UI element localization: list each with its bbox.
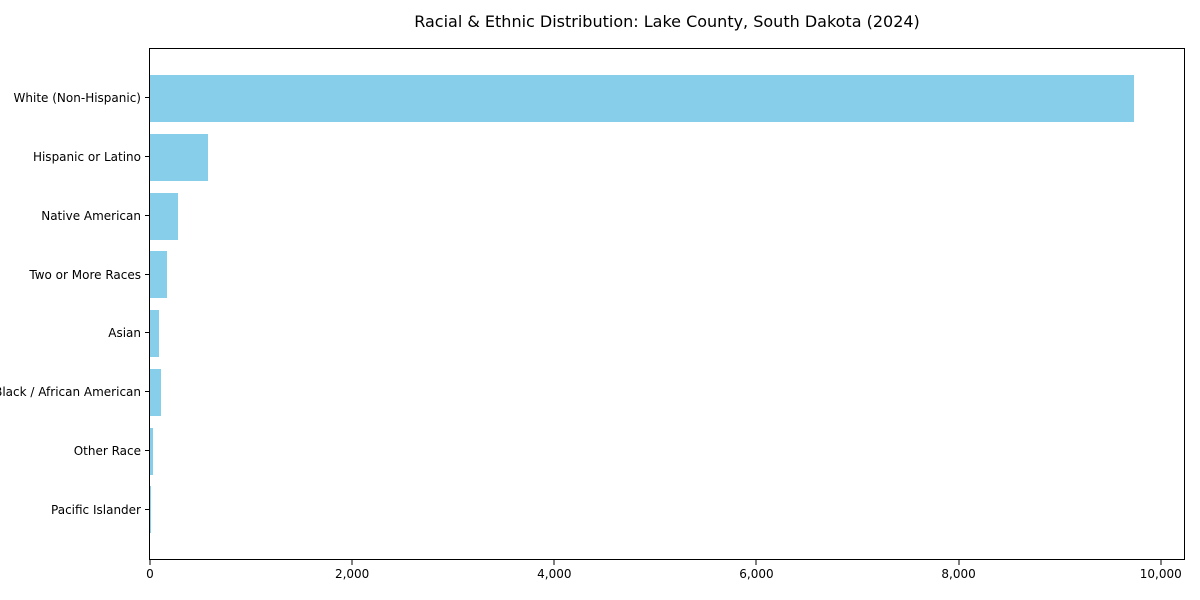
bar	[150, 251, 167, 299]
y-tick-label: Asian	[108, 326, 141, 341]
x-tick-label: 0	[146, 567, 154, 581]
plot-area: White (Non-Hispanic) Hispanic or Latino Na…	[0, 48, 1185, 581]
x-tick-label: 8,000	[941, 567, 976, 581]
bar-row: Other Race	[74, 422, 1184, 481]
x-tick-label: 10,000	[1139, 567, 1182, 581]
x-tick-mark	[755, 560, 757, 565]
bar-row: Black / African American	[0, 363, 1184, 422]
bars-container: White (Non-Hispanic) Hispanic or Latino Na…	[0, 49, 1184, 559]
bar	[150, 427, 154, 475]
bar	[150, 133, 208, 181]
x-tick-mark	[351, 560, 353, 565]
bar-row: Asian	[108, 304, 1184, 363]
y-tick-mark	[145, 391, 150, 393]
bar-row: Two or More Races	[29, 245, 1184, 304]
y-tick-label: Hispanic or Latino	[32, 150, 141, 165]
x-tick-mark	[149, 560, 151, 565]
y-tick-mark	[145, 332, 150, 334]
bar	[150, 75, 1135, 122]
bar	[150, 486, 151, 534]
y-tick-label: Pacific Islander	[51, 502, 141, 517]
bar-row: Native American	[41, 187, 1184, 246]
y-tick-mark	[145, 156, 150, 158]
bar	[150, 368, 161, 416]
bar-row: Hispanic or Latino	[33, 128, 1184, 187]
y-tick-mark	[145, 449, 150, 451]
x-tick-mark	[958, 560, 960, 565]
y-tick-mark	[145, 214, 150, 216]
x-tick-mark	[553, 560, 555, 565]
bar	[150, 192, 178, 240]
y-tick-label: Two or More Races	[29, 267, 141, 282]
y-tick-mark	[145, 273, 150, 275]
bar-row: Pacific Islander	[51, 480, 1184, 539]
x-tick-label: 2,000	[334, 567, 370, 581]
y-tick-mark	[145, 508, 150, 510]
y-tick-label: White (Non-Hispanic)	[13, 91, 141, 106]
x-tick-label: 6,000	[739, 567, 774, 581]
bar	[150, 310, 159, 357]
y-tick-mark	[145, 97, 150, 99]
chart-title: Racial & Ethnic Distribution: Lake Count…	[414, 12, 920, 31]
y-tick-label: Native American	[41, 208, 141, 223]
x-tick-mark	[1160, 560, 1162, 565]
y-tick-label: Other Race	[73, 443, 141, 458]
y-tick-label: Black / African American	[0, 385, 141, 400]
bar-row: White (Non-Hispanic)	[14, 69, 1184, 128]
x-tick-label: 4,000	[537, 567, 572, 581]
